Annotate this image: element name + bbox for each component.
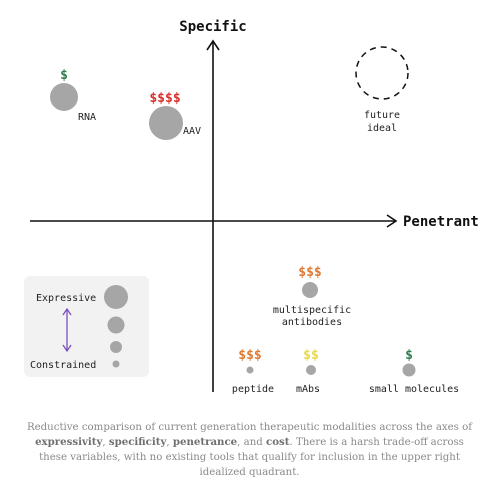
future-ideal-circle [355,46,409,100]
rna-cost: $ [60,68,68,83]
rna-label: RNA [78,112,96,123]
mabs-label: mAbs [296,384,320,395]
legend-dot-medium [107,316,125,334]
multispecific-dot [302,282,318,298]
x-axis-label: Penetrant [403,214,479,230]
multispecific-label-line1: multispecific [273,305,351,316]
modality-diagram: Specific Penetrant $ RNA $$$$ AAV future… [24,19,479,395]
figure-caption: Reductive comparison of current generati… [26,422,473,478]
aav-cost: $$$$ [149,91,180,106]
legend-arrow-up-head [62,307,72,316]
multispecific-label-line2: antibodies [282,317,342,328]
multispecific-cost: $$$ [298,265,321,280]
small-molecules-label: small molecules [369,384,459,395]
legend-dot-small [110,341,122,353]
mabs-cost: $$ [303,348,319,363]
future-ideal-label-line1: future [364,110,400,121]
small-molecules-cost: $ [405,348,413,363]
size-legend: Expressive Constrained [24,276,149,377]
legend-dot-large [104,285,128,309]
rna-dot [50,83,78,111]
x-axis-arrowhead [386,214,398,228]
legend-dot-tiny [112,360,120,368]
peptide-label: peptide [232,384,274,395]
legend-arrow-down-head [62,344,72,353]
mabs-dot [306,365,316,375]
peptide-cost: $$$ [238,348,261,363]
legend-top-label: Expressive [36,293,96,304]
peptide-dot [246,366,254,374]
future-ideal-label-line2: ideal [367,123,397,134]
aav-label: AAV [183,126,201,137]
small-molecules-dot [402,363,416,377]
legend-bottom-label: Constrained [30,360,96,371]
y-axis-label: Specific [179,19,246,35]
aav-dot [149,106,183,140]
y-axis-arrowhead [206,39,220,51]
